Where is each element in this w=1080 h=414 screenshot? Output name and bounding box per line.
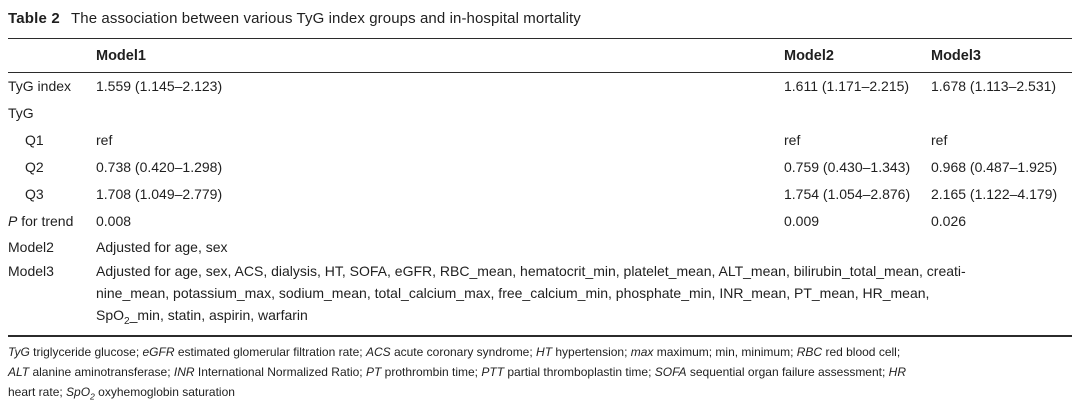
row-label: TyG index (8, 78, 72, 94)
table-row-tyg-group: TyG (8, 100, 1072, 127)
cell-model2: 0.759 (0.430–1.343) (784, 159, 911, 175)
cell-model3: 2.165 (1.122–4.179) (931, 186, 1058, 202)
adjustment-line: nine_mean, potassium_max, sodium_mean, t… (96, 285, 930, 301)
cell-model3: 0.968 (0.487–1.925) (931, 159, 1058, 175)
table-row-q2: Q2 0.738 (0.420–1.298) 0.759 (0.430–1.34… (8, 154, 1072, 181)
cell-model2: 1.754 (1.054–2.876) (784, 186, 911, 202)
row-label: Q2 (25, 159, 44, 175)
table-caption: Table 2 The association between various T… (8, 6, 1072, 38)
cell-adjustments: Adjusted for age, sex (96, 239, 228, 255)
row-label: Q1 (25, 132, 44, 148)
cell-model2 (784, 100, 931, 127)
table-row-model3-note: Model3 Adjusted for age, sex, ACS, dialy… (8, 260, 1072, 336)
cell-model3: ref (931, 132, 948, 148)
row-label: TyG (8, 105, 34, 121)
adjustment-line: Adjusted for age, sex, ACS, dialysis, HT… (96, 263, 966, 279)
cell-model2: 1.611 (1.171–2.215) (784, 78, 910, 94)
cell-model1: 1.708 (1.049–2.779) (96, 186, 223, 202)
cell-model1: ref (96, 132, 113, 148)
cell-adjustments: Adjusted for age, sex, ACS, dialysis, HT… (96, 260, 1072, 336)
table-row-q3: Q3 1.708 (1.049–2.779) 1.754 (1.054–2.87… (8, 181, 1072, 208)
footnote-line-1: TyG triglyceride glucose; eGFR estimated… (8, 345, 901, 359)
cell-model1: 0.738 (0.420–1.298) (96, 159, 223, 175)
cell-model3 (931, 100, 1072, 127)
cell-model3: 1.678 (1.113–2.531) (931, 78, 1057, 94)
table-footnote: TyG triglyceride glucose; eGFR estimated… (8, 342, 1072, 414)
header-empty-cell (8, 38, 96, 73)
row-label: P for trend (8, 213, 74, 229)
cell-model2: ref (784, 132, 801, 148)
adjustment-line: SpO2_min, statin, aspirin, warfarin (96, 307, 308, 327)
cell-model1: 1.559 (1.145–2.123) (96, 78, 223, 94)
table-title: The association between various TyG inde… (70, 10, 581, 27)
table-row-q1: Q1 ref ref ref (8, 127, 1072, 154)
table-row-model2-note: Model2 Adjusted for age, sex (8, 235, 1072, 260)
table-row-tyg-index: TyG index 1.559 (1.145–2.123) 1.611 (1.1… (8, 73, 1072, 101)
header-model3: Model3 (931, 38, 1072, 73)
table-row-p-for-trend: P for trend 0.008 0.009 0.026 (8, 208, 1072, 235)
header-row: Model1 Model2 Model3 (8, 38, 1072, 73)
footnote-line-2: ALT alanine aminotransferase; INR Intern… (8, 365, 907, 379)
cell-model3: 0.026 (931, 213, 967, 229)
row-label: Model3 (8, 263, 54, 279)
cell-model1: 0.008 (96, 213, 132, 229)
cell-model1 (96, 100, 784, 127)
header-model1: Model1 (96, 38, 784, 73)
header-model2: Model2 (784, 38, 931, 73)
cell-model2: 0.009 (784, 213, 820, 229)
results-table: Model1 Model2 Model3 TyG index 1.559 (1.… (8, 38, 1072, 337)
row-label: Model2 (8, 239, 54, 255)
row-label: Q3 (25, 186, 44, 202)
table-number: Table 2 (8, 10, 60, 27)
footnote-line-3: heart rate; SpO2 oxyhemoglobin saturatio… (8, 385, 235, 402)
